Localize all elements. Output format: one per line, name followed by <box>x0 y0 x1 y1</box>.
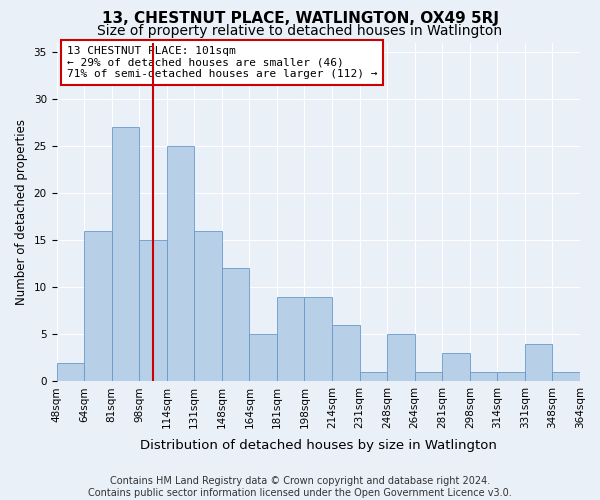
Bar <box>359 372 387 382</box>
Bar <box>387 334 415 382</box>
Bar <box>470 372 497 382</box>
Text: 13, CHESTNUT PLACE, WATLINGTON, OX49 5RJ: 13, CHESTNUT PLACE, WATLINGTON, OX49 5RJ <box>101 11 499 26</box>
Bar <box>84 231 112 382</box>
Bar <box>332 325 359 382</box>
Text: Size of property relative to detached houses in Watlington: Size of property relative to detached ho… <box>97 24 503 38</box>
Bar <box>167 146 194 382</box>
Bar <box>222 268 250 382</box>
Bar <box>250 334 277 382</box>
Bar <box>553 372 580 382</box>
Bar <box>415 372 442 382</box>
Bar <box>304 296 332 382</box>
Bar <box>277 296 304 382</box>
Bar <box>56 362 84 382</box>
Bar <box>139 240 167 382</box>
Bar <box>442 353 470 382</box>
Bar <box>497 372 525 382</box>
Text: 13 CHESTNUT PLACE: 101sqm
← 29% of detached houses are smaller (46)
71% of semi-: 13 CHESTNUT PLACE: 101sqm ← 29% of detac… <box>67 46 377 79</box>
Bar <box>525 344 553 382</box>
Bar <box>194 231 222 382</box>
Bar <box>112 127 139 382</box>
X-axis label: Distribution of detached houses by size in Watlington: Distribution of detached houses by size … <box>140 440 497 452</box>
Text: Contains HM Land Registry data © Crown copyright and database right 2024.
Contai: Contains HM Land Registry data © Crown c… <box>88 476 512 498</box>
Y-axis label: Number of detached properties: Number of detached properties <box>15 119 28 305</box>
